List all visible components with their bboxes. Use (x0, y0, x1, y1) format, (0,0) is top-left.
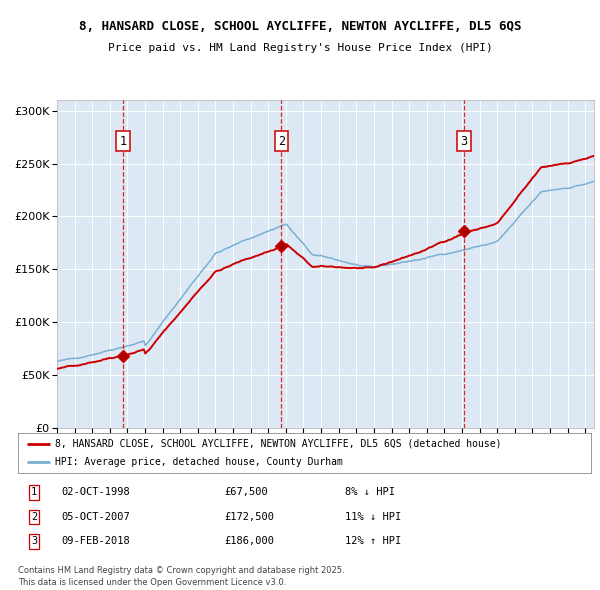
Text: 2: 2 (31, 512, 37, 522)
Text: 1: 1 (31, 487, 37, 497)
Text: 8, HANSARD CLOSE, SCHOOL AYCLIFFE, NEWTON AYCLIFFE, DL5 6QS: 8, HANSARD CLOSE, SCHOOL AYCLIFFE, NEWTO… (79, 20, 521, 33)
Text: 2: 2 (278, 135, 285, 148)
Text: £172,500: £172,500 (224, 512, 274, 522)
Text: Price paid vs. HM Land Registry's House Price Index (HPI): Price paid vs. HM Land Registry's House … (107, 44, 493, 53)
Text: 3: 3 (31, 536, 37, 546)
Text: HPI: Average price, detached house, County Durham: HPI: Average price, detached house, Coun… (55, 457, 343, 467)
Text: This data is licensed under the Open Government Licence v3.0.: This data is licensed under the Open Gov… (18, 578, 286, 587)
Text: £67,500: £67,500 (224, 487, 268, 497)
Text: 12% ↑ HPI: 12% ↑ HPI (344, 536, 401, 546)
Text: 09-FEB-2018: 09-FEB-2018 (61, 536, 130, 546)
Text: 8, HANSARD CLOSE, SCHOOL AYCLIFFE, NEWTON AYCLIFFE, DL5 6QS (detached house): 8, HANSARD CLOSE, SCHOOL AYCLIFFE, NEWTO… (55, 439, 502, 449)
Text: £186,000: £186,000 (224, 536, 274, 546)
Text: 02-OCT-1998: 02-OCT-1998 (61, 487, 130, 497)
Text: 11% ↓ HPI: 11% ↓ HPI (344, 512, 401, 522)
Text: Contains HM Land Registry data © Crown copyright and database right 2025.: Contains HM Land Registry data © Crown c… (18, 566, 344, 575)
Text: 8% ↓ HPI: 8% ↓ HPI (344, 487, 395, 497)
Text: 1: 1 (119, 135, 127, 148)
Text: 3: 3 (460, 135, 467, 148)
Text: 05-OCT-2007: 05-OCT-2007 (61, 512, 130, 522)
